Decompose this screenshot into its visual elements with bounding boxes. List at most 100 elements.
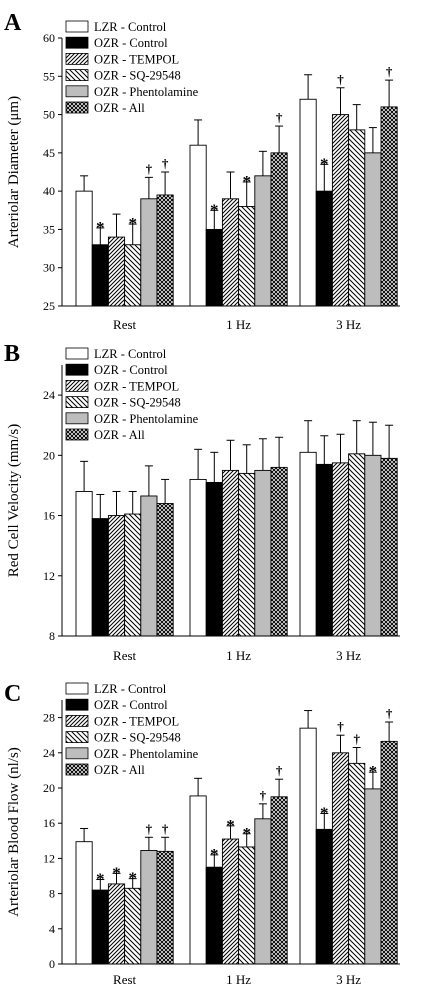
bar-ozr-phentolamine-2 (254, 818, 272, 965)
significance-asterisk: * (369, 762, 378, 781)
legend-swatch-ozr-tempol (65, 715, 89, 727)
legend-label-ozr-control: OZR - Control (94, 698, 168, 712)
bar-ozr-sq-29548-1 (124, 513, 142, 637)
y-tick-label: 28 (43, 711, 55, 725)
legend-swatch-lzr-control (65, 682, 89, 695)
legend-swatch-ozr-phentolamine (65, 412, 89, 425)
bar-lzr-control-2 (189, 478, 207, 637)
x-category-label: 3 Hz (336, 317, 361, 332)
y-tick-label: 8 (49, 887, 55, 901)
significance-asterisk: * (320, 804, 329, 823)
significance-dagger: † (162, 821, 169, 836)
x-category-label: 1 Hz (226, 648, 251, 663)
significance-asterisk: * (242, 824, 251, 843)
bar-ozr-control-2 (205, 481, 223, 637)
legend-label-lzr-control: LZR - Control (94, 347, 167, 361)
bar-lzr-control-3 (299, 98, 317, 307)
significance-asterisk: * (112, 863, 121, 882)
bar-ozr-all-1 (156, 503, 174, 637)
significance-asterisk: * (210, 845, 219, 864)
legend-label-ozr-sq-29548: OZR - SQ-29548 (94, 731, 181, 745)
bar-ozr-all-3 (380, 740, 398, 965)
bar-ozr-control-3 (315, 463, 333, 637)
significance-dagger: † (146, 161, 153, 176)
legend-label-ozr-all: OZR - All (94, 428, 145, 442)
y-tick-label: 20 (43, 781, 55, 795)
legend-swatch-ozr-all (65, 101, 89, 114)
bar-ozr-phentolamine-2 (254, 469, 272, 637)
bar-ozr-tempol-1 (107, 515, 126, 637)
bar-ozr-control-1 (91, 244, 109, 307)
bar-ozr-tempol-1 (107, 236, 126, 307)
significance-asterisk: * (242, 172, 251, 191)
y-tick-label: 24 (43, 746, 55, 760)
significance-dagger: † (146, 821, 153, 836)
y-axis-label: Red Cell Velocity (mm/s) (6, 424, 22, 577)
legend-swatch-ozr-phentolamine (65, 85, 89, 98)
bar-ozr-control-1 (91, 889, 109, 965)
bar-ozr-tempol-1 (107, 883, 126, 965)
bar-ozr-all-2 (270, 796, 288, 965)
x-category-label: 1 Hz (226, 317, 251, 332)
x-category-label: 3 Hz (336, 972, 361, 987)
panel-letter: B (4, 341, 20, 367)
y-tick-label: 55 (43, 69, 55, 83)
bar-ozr-phentolamine-1 (140, 198, 158, 307)
legend-label-ozr-tempol: OZR - TEMPOL (94, 52, 179, 66)
bar-lzr-control-1 (75, 491, 93, 637)
bar-lzr-control-1 (75, 190, 93, 307)
legend-label-ozr-sq-29548: OZR - SQ-29548 (94, 69, 181, 83)
legend-swatch-ozr-control (65, 363, 89, 376)
bar-lzr-control-2 (189, 144, 207, 307)
legend-swatch-lzr-control (65, 347, 89, 360)
y-axis-label: Arteriolar Diameter (μm) (6, 96, 22, 248)
legend-swatch-ozr-tempol (65, 379, 89, 392)
y-tick-label: 50 (43, 108, 55, 122)
legend-swatch-ozr-sq-29548 (65, 731, 89, 743)
legend-label-ozr-tempol: OZR - TEMPOL (94, 379, 179, 393)
bar-ozr-phentolamine-1 (140, 850, 158, 965)
legend-label-ozr-all: OZR - All (94, 101, 145, 115)
bar-ozr-sq-29548-2 (238, 472, 256, 637)
bar-ozr-phentolamine-3 (364, 788, 382, 965)
bar-ozr-sq-29548-1 (124, 887, 142, 965)
bar-ozr-control-1 (91, 518, 109, 637)
significance-dagger: † (276, 763, 283, 778)
significance-dagger: † (260, 788, 267, 803)
y-axis-label: Arteriolar Blood Flow (nl/s) (6, 747, 22, 917)
significance-dagger: † (353, 732, 360, 747)
bar-ozr-phentolamine-3 (364, 152, 382, 307)
legend-label-lzr-control: LZR - Control (94, 682, 167, 696)
bar-ozr-all-1 (156, 194, 174, 307)
significance-dagger: † (276, 110, 283, 125)
bar-ozr-control-3 (315, 190, 333, 307)
bar-ozr-tempol-2 (221, 469, 240, 637)
bar-ozr-all-3 (380, 457, 398, 637)
legend-swatch-ozr-sq-29548 (65, 396, 89, 409)
legend-label-ozr-control: OZR - Control (94, 363, 168, 377)
bar-ozr-all-1 (156, 850, 174, 965)
y-tick-label: 30 (43, 261, 55, 275)
y-tick-label: 40 (43, 184, 55, 198)
legend-swatch-ozr-all (65, 763, 89, 776)
significance-asterisk: * (96, 218, 105, 237)
y-tick-label: 12 (43, 851, 55, 865)
legend-label-ozr-phentolamine: OZR - Phentolamine (94, 747, 199, 761)
bar-ozr-all-3 (380, 106, 398, 307)
y-tick-label: 60 (43, 31, 55, 45)
x-category-label: Rest (113, 972, 137, 987)
y-tick-label: 24 (43, 388, 55, 402)
panel-letter: C (4, 681, 21, 707)
legend-label-ozr-sq-29548: OZR - SQ-29548 (94, 396, 181, 410)
x-category-label: 3 Hz (336, 648, 361, 663)
bar-ozr-sq-29548-3 (348, 129, 366, 307)
y-tick-label: 35 (43, 222, 55, 236)
legend-swatch-ozr-sq-29548 (65, 69, 89, 81)
bar-ozr-sq-29548-3 (348, 453, 366, 637)
significance-asterisk: * (128, 214, 137, 233)
bar-ozr-tempol-2 (221, 838, 240, 965)
legend-swatch-ozr-tempol (65, 53, 89, 65)
legend-swatch-ozr-phentolamine (65, 747, 89, 760)
legend-swatch-ozr-control (65, 698, 89, 711)
